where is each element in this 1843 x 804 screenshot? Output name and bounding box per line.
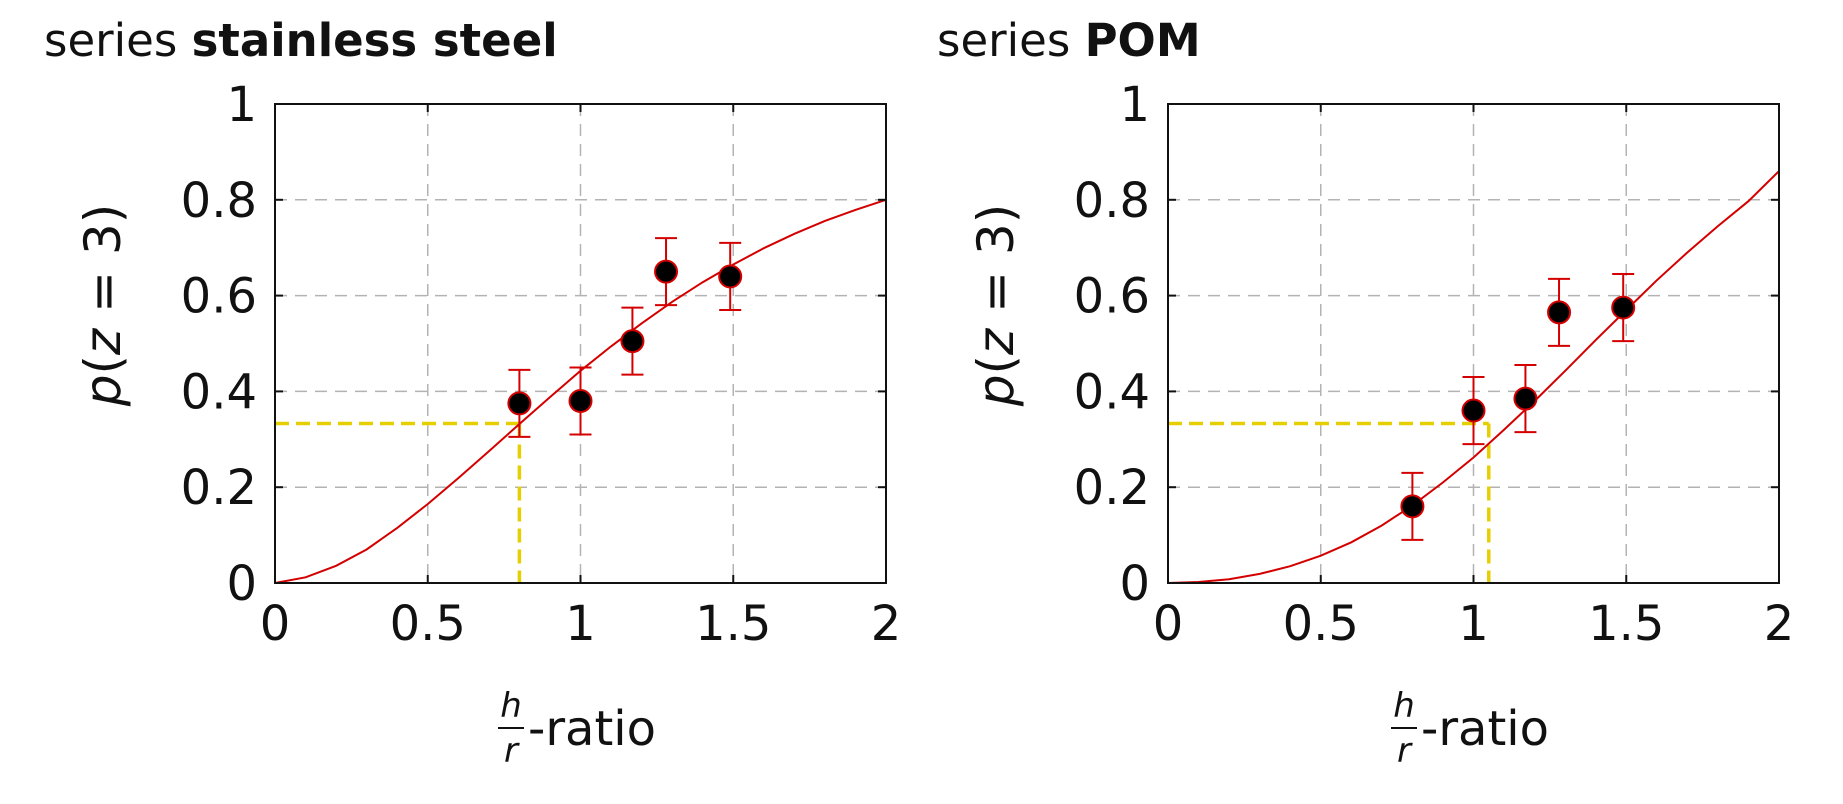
- data-point: [1461, 376, 1486, 446]
- point-marker: [620, 329, 645, 354]
- point-marker: [1547, 300, 1572, 325]
- x-label-suffix: -ratio: [1421, 701, 1549, 757]
- fit-curve: [1167, 170, 1780, 584]
- y-tick-label: 0.6: [1074, 269, 1150, 325]
- x-tick-label: 1: [565, 596, 596, 652]
- x-tick-label: 0.5: [390, 596, 466, 652]
- y-tick-label: 0.4: [181, 364, 257, 420]
- x-axis-label: h r -ratio: [498, 686, 656, 771]
- x-label-denominator: r: [504, 731, 520, 771]
- x-label-suffix: -ratio: [528, 701, 656, 757]
- title-bold: stainless steel: [192, 14, 558, 67]
- point-marker: [1400, 494, 1425, 519]
- x-tick-label: 2: [871, 596, 902, 652]
- reference-lines: [275, 421, 522, 583]
- y-tick-labels: 0 0.2 0.4 0.6 0.8 1: [181, 77, 886, 612]
- data-point: [718, 241, 743, 311]
- y-label-rest: = 3): [74, 204, 132, 329]
- panel-title: series stainless steel: [44, 14, 558, 67]
- panel-stainless-steel: series stainless steel 0 0.5 1 1.5 2 0 0.2 0.4…: [44, 14, 901, 771]
- y-label-func: p: [74, 375, 132, 408]
- y-tick-label: 0.2: [181, 460, 257, 516]
- data-point: [568, 366, 593, 436]
- grid: [1168, 104, 1779, 583]
- data-point: [1400, 471, 1425, 541]
- data-point: [620, 306, 645, 376]
- panel-title: series POM: [937, 14, 1201, 67]
- y-tick-label: 0.8: [181, 173, 257, 229]
- x-tick-label: 1.5: [1588, 596, 1664, 652]
- data-point: [1547, 277, 1572, 347]
- point-marker: [654, 259, 679, 284]
- title-prefix: series: [937, 14, 1070, 67]
- y-tick-label: 0.6: [181, 269, 257, 325]
- data-points: [507, 237, 743, 438]
- x-label-numerator: h: [1393, 686, 1415, 726]
- point-marker: [568, 388, 593, 413]
- y-tick-label: 0.8: [1074, 173, 1150, 229]
- x-tick-labels: 0 0.5 1 1.5 2: [1153, 104, 1795, 652]
- x-tick-label: 0.5: [1283, 596, 1359, 652]
- point-marker: [1461, 398, 1486, 423]
- y-tick-labels: 0 0.2 0.4 0.6 0.8 1: [1074, 77, 1779, 612]
- data-points: [1400, 273, 1636, 541]
- y-label-var: z: [74, 327, 132, 356]
- data-point: [654, 237, 679, 307]
- y-tick-label: 0.4: [1074, 364, 1150, 420]
- panel-pom: series POM 0 0.5 1 1.5 2 0 0.2 0.4 0.6 0.8 1 p(z …: [937, 14, 1794, 771]
- x-label-denominator: r: [1397, 731, 1413, 771]
- x-axis-label: h r -ratio: [1391, 686, 1549, 771]
- point-marker: [718, 264, 743, 289]
- x-tick-label: 2: [1764, 596, 1795, 652]
- y-label-rest: = 3): [967, 204, 1025, 329]
- x-tick-label: 1.5: [695, 596, 771, 652]
- y-label-func: p: [967, 375, 1025, 408]
- point-marker: [1611, 295, 1636, 320]
- y-tick-label: 0: [1119, 556, 1150, 612]
- point-marker: [507, 391, 532, 416]
- x-tick-labels: 0 0.5 1 1.5 2: [260, 104, 902, 652]
- x-tick-label: 0: [1153, 596, 1184, 652]
- data-point: [1513, 364, 1538, 434]
- y-tick-label: 1: [1119, 77, 1150, 133]
- y-axis-label: p(z = 3): [967, 204, 1025, 408]
- x-label-numerator: h: [500, 686, 522, 726]
- point-marker: [1513, 386, 1538, 411]
- x-tick-label: 0: [260, 596, 291, 652]
- title-bold: POM: [1085, 14, 1201, 67]
- y-tick-label: 0: [226, 556, 257, 612]
- y-label-var: z: [967, 327, 1025, 356]
- y-axis-label: p(z = 3): [74, 204, 132, 408]
- y-tick-label: 1: [226, 77, 257, 133]
- x-tick-label: 1: [1458, 596, 1489, 652]
- reference-lines: [1168, 421, 1491, 583]
- grid: [275, 104, 886, 583]
- y-tick-label: 0.2: [1074, 460, 1150, 516]
- data-point: [507, 368, 532, 438]
- data-point: [1611, 273, 1636, 343]
- title-prefix: series: [44, 14, 177, 67]
